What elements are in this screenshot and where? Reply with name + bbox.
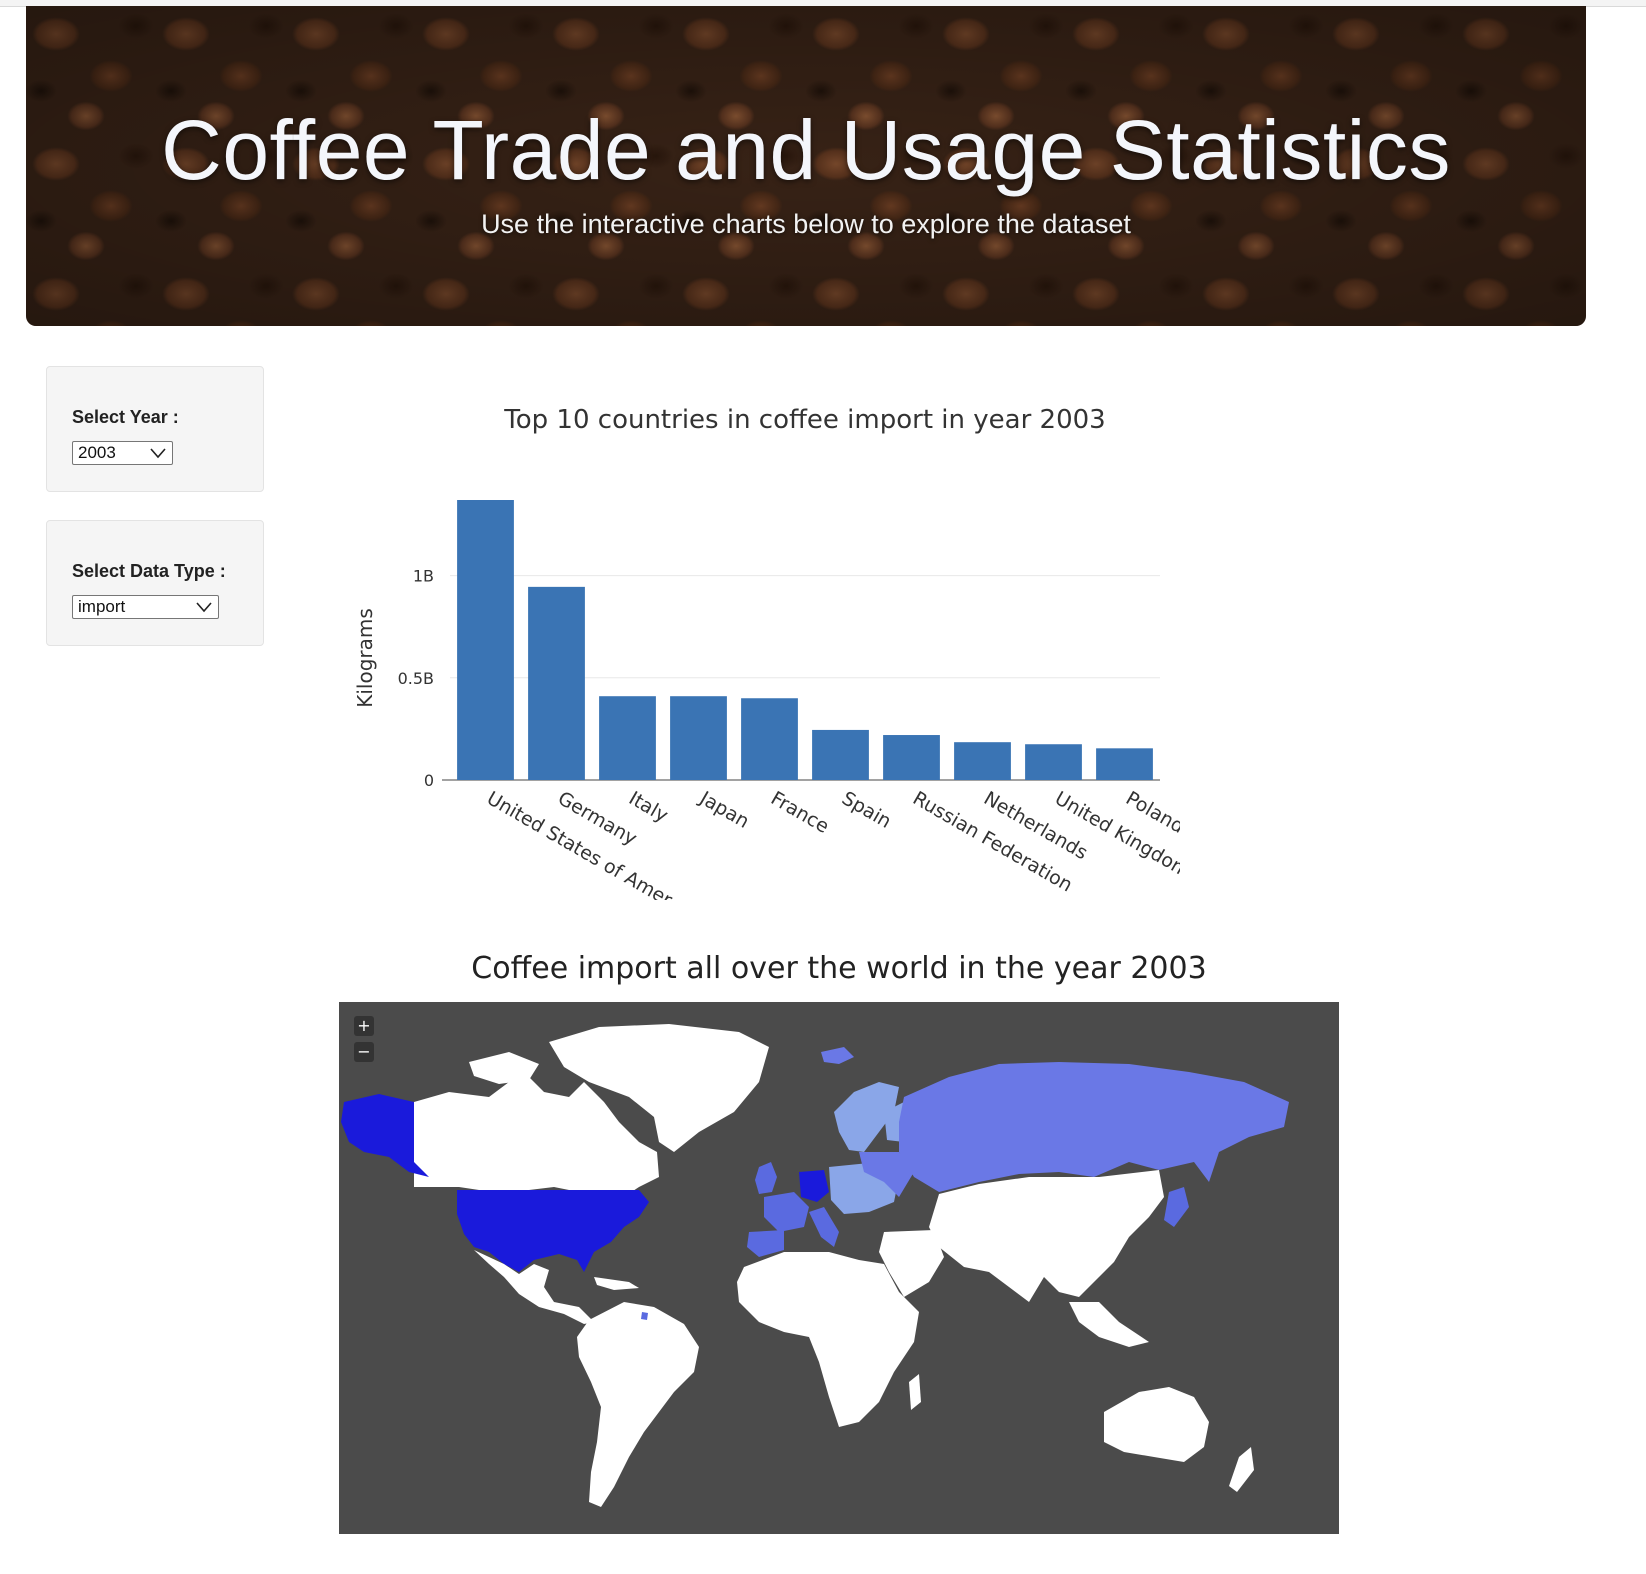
bar — [741, 698, 798, 780]
alaska-shape — [341, 1094, 429, 1177]
page-subtitle: Use the interactive charts below to expl… — [481, 209, 1131, 239]
asia-shape — [929, 1170, 1164, 1302]
map-title: Coffee import all over the world in the … — [471, 951, 1207, 986]
chevron-down-icon — [196, 602, 212, 613]
france-shape — [764, 1192, 809, 1232]
africa-shape — [737, 1252, 919, 1427]
bar-chart-title: Top 10 countries in coffee import in yea… — [504, 405, 1106, 435]
uk-shape — [755, 1162, 777, 1194]
bar — [1025, 744, 1082, 780]
x-tick-label: Japan — [695, 787, 753, 833]
year-select-value: 2003 — [78, 443, 116, 462]
data-type-label: Select Data Type : — [72, 561, 226, 581]
iceland-shape — [821, 1047, 854, 1064]
bar — [954, 742, 1011, 780]
bar — [670, 696, 727, 780]
guiana-shape — [641, 1312, 648, 1320]
year-label: Select Year : — [72, 407, 179, 427]
middle-east-shape — [879, 1230, 944, 1297]
bar — [812, 729, 869, 780]
spain-shape — [747, 1230, 784, 1257]
south-america-shape — [577, 1302, 699, 1507]
year-panel: Select Year : 2003 — [46, 366, 264, 492]
australia-shape — [1104, 1387, 1209, 1462]
y-tick-label: 0.5B — [398, 669, 434, 688]
y-axis-label: Kilograms — [353, 608, 377, 708]
header-banner: Coffee Trade and Usage Statistics Use th… — [26, 6, 1586, 326]
southeast-asia-shape — [1069, 1302, 1149, 1347]
x-tick-label: France — [767, 787, 833, 838]
caribbean-shape — [594, 1277, 639, 1290]
madagascar-shape — [909, 1374, 921, 1410]
new-zealand-shape — [1229, 1447, 1254, 1492]
chevron-down-icon — [150, 448, 166, 459]
japan-shape — [1164, 1187, 1189, 1227]
italy-shape — [809, 1207, 839, 1247]
year-select[interactable]: 2003 — [72, 441, 173, 465]
x-tick-label: Spain — [838, 787, 895, 833]
canada-shape — [414, 1077, 659, 1197]
bar — [883, 735, 940, 780]
data-type-panel: Select Data Type : import — [46, 520, 264, 646]
page-title: Coffee Trade and Usage Statistics — [161, 103, 1451, 197]
x-tick-label: Italy — [625, 787, 672, 827]
arctic-islands-shape — [469, 1052, 539, 1084]
world-map-shapes — [341, 1024, 1289, 1507]
y-tick-label: 0 — [424, 771, 434, 790]
scandinavia-shape — [834, 1082, 899, 1152]
y-tick-label: 1B — [413, 567, 434, 586]
bar — [599, 696, 656, 780]
bar — [1096, 748, 1153, 780]
zoom-out-button[interactable]: − — [354, 1042, 374, 1062]
world-choropleth-map[interactable]: + − — [339, 1002, 1339, 1534]
eastern-europe-shape — [859, 1152, 914, 1197]
usa-shape — [457, 1190, 649, 1272]
zoom-in-button[interactable]: + — [354, 1016, 374, 1036]
germany-shape — [799, 1170, 829, 1202]
data-type-select[interactable]: import — [72, 595, 219, 619]
mexico-shape — [474, 1250, 594, 1324]
data-type-select-value: import — [78, 597, 126, 616]
bar — [457, 500, 514, 780]
greenland-shape — [549, 1024, 769, 1152]
russia-shape — [899, 1062, 1289, 1192]
bar — [528, 586, 585, 780]
